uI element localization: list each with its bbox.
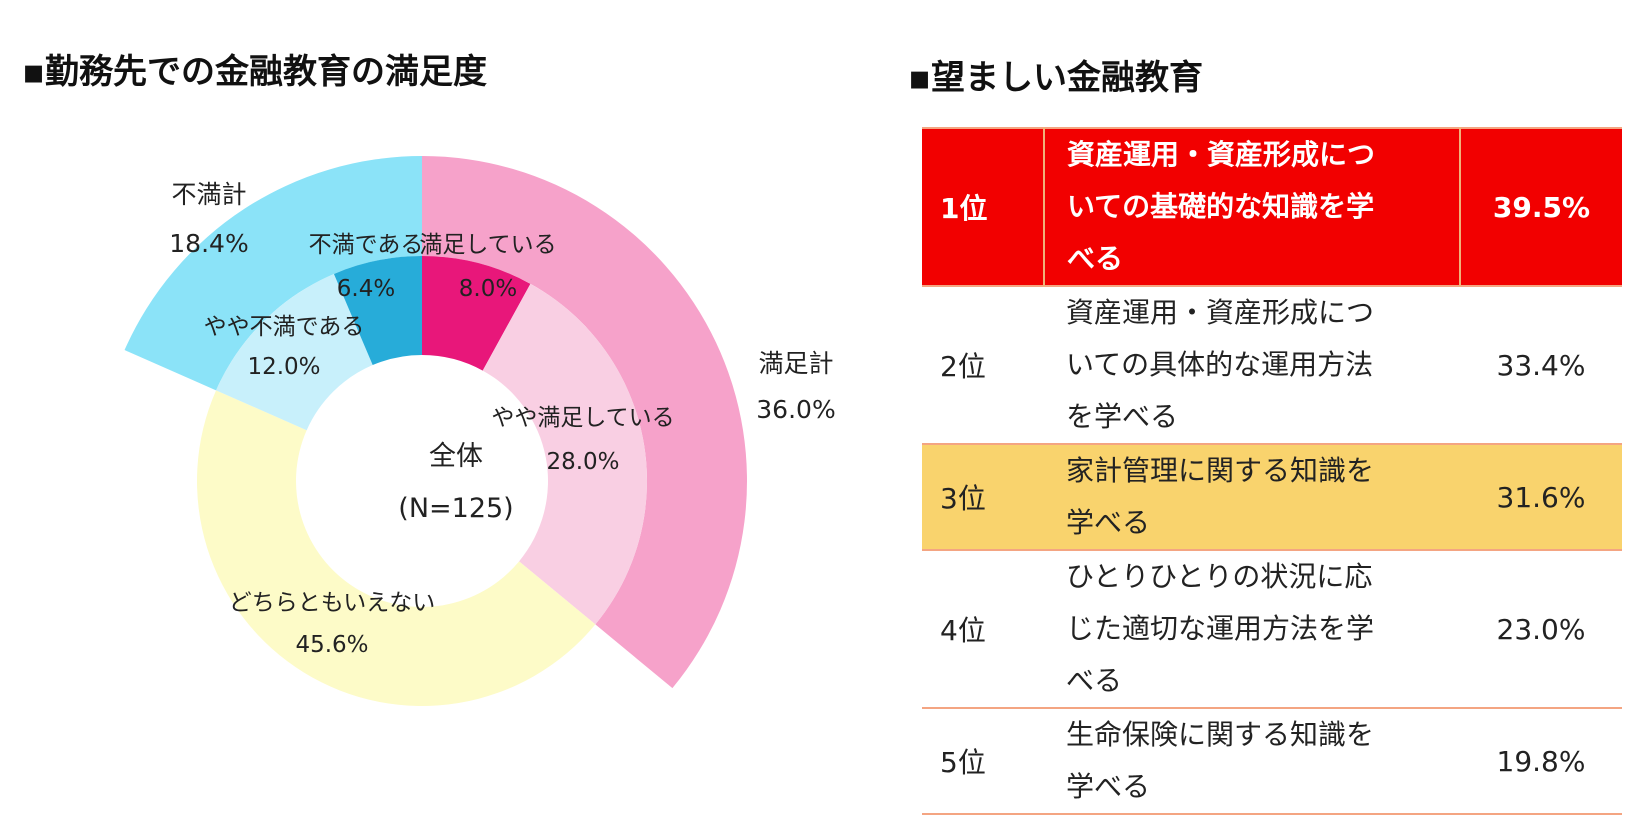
- rank-cell: 5位: [940, 746, 986, 779]
- description-cell: 家計管理に関する知識を 学べる: [1044, 444, 1460, 550]
- inner-slice-value-3: 12.0%: [247, 354, 320, 380]
- outer-slice-name-1: 不満計: [171, 180, 246, 209]
- inner-slice-value-4: 6.4%: [337, 276, 395, 302]
- percent-cell: 19.8%: [1496, 744, 1586, 778]
- table-row: 5位 生命保険に関する知識を 学べる 19.8%: [922, 708, 1622, 814]
- inner-slice-value-2: 45.6%: [295, 632, 368, 658]
- inner-slice-value-1: 28.0%: [546, 449, 619, 475]
- outer-slice-0: [422, 156, 747, 689]
- outer-slice-1: [124, 156, 422, 391]
- description-cell: ひとりひとりの状況に応 じた適切な運用方法を学 べる: [1044, 550, 1460, 708]
- percent-cell: 39.5%: [1459, 128, 1622, 286]
- center-label: 全体: [429, 441, 483, 472]
- inner-slice-name-1: やや満足している: [491, 405, 674, 431]
- inner-slice-2: [196, 390, 596, 707]
- inner-slice-3: [216, 273, 373, 431]
- percent-cell: 23.0%: [1496, 612, 1586, 646]
- outer-slice-value-0: 36.0%: [756, 395, 835, 424]
- table-row: 1位 資産運用・資産形成につ いての基礎的な知識を学 べる 39.5%: [922, 128, 1622, 286]
- description-line: じた適切な運用方法を学: [1066, 612, 1375, 645]
- rank-cell: 1位: [922, 128, 1044, 286]
- inner-slice-name-2: どちらともいえない: [229, 590, 436, 616]
- description-cell: 資産運用・資産形成につ いての具体的な運用方法 を学べる: [1044, 286, 1460, 444]
- ranking-table: 1位 資産運用・資産形成につ いての基礎的な知識を学 べる 39.5% 2位 資産運用・資産…: [922, 127, 1622, 815]
- inner-slice-name-3: やや不満である: [204, 314, 365, 340]
- description-cell: 生命保険に関する知識を 学べる: [1044, 708, 1460, 814]
- description-line: 学べる: [1066, 770, 1151, 803]
- table-row: 4位 ひとりひとりの状況に応 じた適切な運用方法を学 べる 23.0%: [922, 550, 1622, 708]
- table-row: 3位 家計管理に関する知識を 学べる 31.6%: [922, 444, 1622, 550]
- outer-slice-name-0: 満足計: [758, 349, 833, 378]
- description-line: ひとりひとりの状況に応: [1066, 560, 1373, 593]
- satisfaction-donut-chart: 満足している 8.0% やや満足している 28.0% どちらともいえない 45.6% やや不…: [124, 156, 836, 707]
- description-line: 学べる: [1066, 506, 1151, 539]
- table-row: 2位 資産運用・資産形成につ いての具体的な運用方法 を学べる 33.4%: [922, 286, 1622, 444]
- inner-slice-name-4: 不満である: [309, 232, 424, 258]
- inner-slice-4: [333, 256, 422, 366]
- rank-cell: 3位: [922, 444, 1044, 550]
- description-line: いての基礎的な知識を学: [1067, 190, 1375, 223]
- description-line: 生命保険に関する知識を: [1066, 718, 1375, 751]
- left-heading: ▪勤務先での金融教育の満足度: [22, 52, 488, 92]
- description-line: 家計管理に関する知識を: [1066, 454, 1375, 487]
- percent-cell: 31.6%: [1460, 444, 1622, 550]
- rank-cell: 4位: [940, 614, 986, 647]
- right-heading: ▪望ましい金融教育: [908, 58, 1204, 98]
- inner-slice-name-0: 満足している: [419, 232, 556, 258]
- center-sublabel: (N=125): [398, 493, 513, 524]
- description-line: べる: [1067, 242, 1124, 275]
- inner-slice-1: [482, 283, 647, 625]
- description-line: 資産運用・資産形成につ: [1067, 138, 1376, 171]
- description-line: いての具体的な運用方法: [1066, 348, 1374, 381]
- description-line: を学べる: [1066, 400, 1179, 433]
- rank-cell: 2位: [940, 350, 986, 383]
- outer-slice-value-1: 18.4%: [169, 229, 248, 258]
- description-line: 資産運用・資産形成につ: [1066, 296, 1375, 329]
- percent-cell: 33.4%: [1496, 348, 1586, 382]
- description-line: べる: [1066, 664, 1123, 697]
- inner-slice-0: [422, 256, 531, 371]
- description-cell: 資産運用・資産形成につ いての基礎的な知識を学 べる: [1043, 128, 1460, 286]
- inner-slice-value-0: 8.0%: [459, 276, 517, 302]
